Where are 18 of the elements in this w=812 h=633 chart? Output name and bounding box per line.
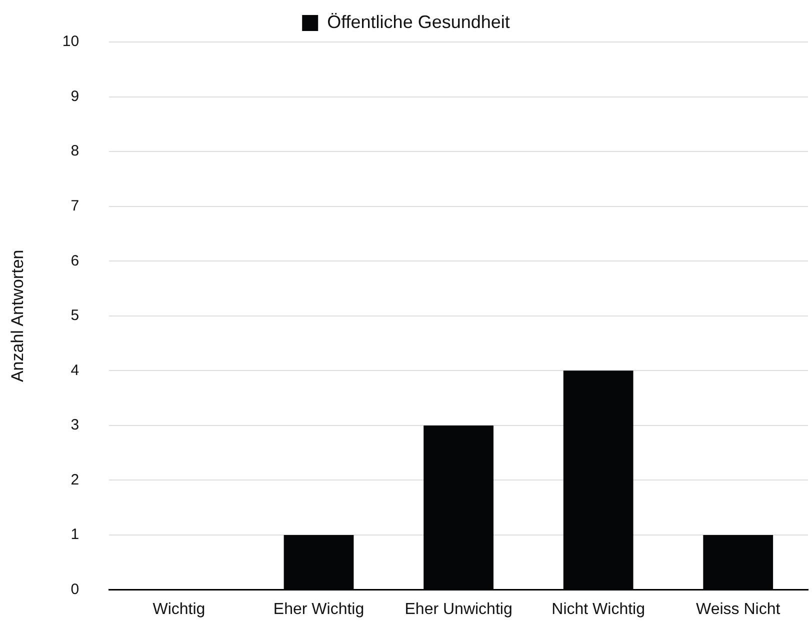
- x-tick-label: Nicht Wichtig: [552, 600, 646, 618]
- x-tick-label: Weiss Nicht: [696, 600, 781, 618]
- y-tick-label: 6: [70, 252, 80, 270]
- x-tick-label: Eher Wichtig: [273, 600, 364, 618]
- x-tick-label: Eher Unwichtig: [404, 600, 512, 618]
- y-tick-label: 0: [70, 580, 80, 598]
- y-tick-label: 1: [70, 526, 80, 544]
- y-tick-label: 3: [70, 416, 80, 434]
- y-tick-label: 9: [70, 88, 80, 105]
- y-tick-label: 8: [70, 142, 80, 160]
- y-tick-label: 7: [70, 197, 80, 214]
- y-tick-label: 2: [70, 471, 80, 488]
- y-axis-title: Anzahl Antworten: [8, 250, 27, 382]
- y-tick-label: 5: [70, 307, 80, 324]
- y-tick-label: 4: [70, 362, 80, 379]
- y-tick-label: 10: [62, 33, 80, 50]
- x-tick-label: Wichtig: [152, 600, 206, 618]
- legend-label: Öffentliche Gesundheit: [327, 12, 510, 32]
